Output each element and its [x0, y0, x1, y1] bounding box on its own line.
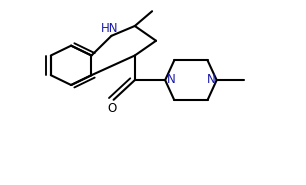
Text: N: N [167, 73, 175, 86]
Text: O: O [107, 102, 117, 115]
Text: N: N [207, 73, 215, 86]
Text: HN: HN [101, 22, 119, 35]
